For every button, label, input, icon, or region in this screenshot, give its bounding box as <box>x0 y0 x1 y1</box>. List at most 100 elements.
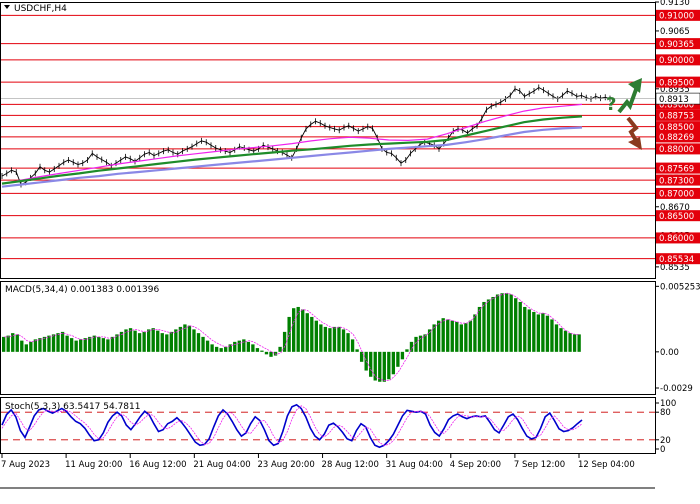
macd-histogram-bar <box>74 340 78 352</box>
macd-histogram-bar <box>527 309 531 352</box>
macd-histogram-bar <box>482 301 486 352</box>
macd-histogram-bar <box>418 335 423 352</box>
level-price-label: 0.85534 <box>659 255 694 265</box>
level-price-box <box>656 187 700 199</box>
level-price-label: 0.90000 <box>659 56 694 66</box>
macd-tick-label: 0.00 <box>660 348 679 358</box>
macd-histogram-bar <box>532 311 536 352</box>
macd-histogram-bar <box>160 333 164 352</box>
price-tick-label: 0.8935 <box>660 85 690 95</box>
stoch-title: Stoch(5,3,3) 63.5417 54.7811 <box>5 402 140 412</box>
level-price-label: 0.86000 <box>659 234 694 244</box>
macd-signal-line <box>4 292 580 381</box>
price-tick-label: 0.8670 <box>660 203 690 213</box>
macd-histogram-bar <box>6 335 10 352</box>
time-tick-label: 21 Aug 04:00 <box>193 460 250 470</box>
macd-histogram-bar <box>110 336 115 352</box>
macd-histogram-bar <box>572 334 577 352</box>
macd-histogram-bar <box>83 338 87 352</box>
time-tick-label: 28 Aug 12:00 <box>322 460 379 470</box>
macd-histogram-bar <box>486 299 491 352</box>
macd-histogram-bar <box>577 334 581 352</box>
price-series <box>1 84 611 188</box>
moving-average-line <box>1 103 583 185</box>
macd-histogram-bar <box>359 351 364 362</box>
macd-histogram-bar <box>142 331 146 352</box>
level-price-box <box>656 131 700 143</box>
macd-histogram-bar <box>278 346 282 352</box>
level-price-label: 0.91000 <box>659 12 694 22</box>
panel-frames <box>0 2 656 489</box>
level-price-label: 0.89500 <box>659 78 694 88</box>
macd-histogram-bar <box>255 348 260 352</box>
macd-histogram-bar <box>450 320 454 352</box>
panel-frame <box>0 397 656 454</box>
level-price-box <box>656 9 700 21</box>
macd-histogram-bar <box>495 294 500 352</box>
macd-histogram-bar <box>133 330 137 352</box>
main-chart-title: USDCHF,H4 <box>14 4 67 14</box>
macd-histogram-bar <box>468 320 473 352</box>
stoch-tick-label: 0 <box>660 445 665 455</box>
time-tick-label: 23 Aug 20:00 <box>257 460 314 470</box>
time-axis: 7 Aug 2023 11 Aug 20:00 16 Aug 12:00 21 Aug… <box>1 454 635 470</box>
level-price-label: 0.88000 <box>659 145 694 155</box>
macd-histogram-bar <box>563 330 568 352</box>
chart-menu-triangle-icon[interactable] <box>4 5 10 9</box>
level-price-box <box>656 143 700 155</box>
macd-histogram-bar <box>536 314 541 352</box>
macd-histogram-bar <box>51 334 56 352</box>
time-tick-label: 31 Aug 04:00 <box>386 460 443 470</box>
macd-histogram-bar <box>169 331 173 352</box>
current-price-label: 0.8913 <box>659 95 689 105</box>
macd-histogram-bar <box>396 351 400 367</box>
macd-histogram-bar <box>60 331 65 352</box>
macd-histogram-bar <box>387 351 391 380</box>
macd-histogram-bar <box>178 326 183 352</box>
macd-histogram-bar <box>373 351 377 381</box>
macd-histogram-bar <box>124 329 128 352</box>
macd-histogram-bar <box>509 294 513 352</box>
macd-histogram-bar <box>432 324 436 352</box>
panel-frame <box>0 281 656 395</box>
macd-histogram-bar <box>409 341 414 352</box>
macd-histogram-bar <box>550 319 554 352</box>
macd-histogram-bar <box>183 324 187 352</box>
macd-histogram-bar <box>174 329 178 352</box>
macd-histogram-bar <box>2 336 6 352</box>
macd-histogram-bar <box>269 351 273 357</box>
level-price-box <box>656 210 700 222</box>
macd-histogram-bar <box>554 324 559 352</box>
macd-histogram-bar <box>196 333 201 352</box>
macd-histogram-bar <box>237 340 241 352</box>
time-tick-label: 16 Aug 12:00 <box>129 460 186 470</box>
macd-histogram-bar <box>346 333 350 352</box>
macd-histogram-bar <box>11 333 15 352</box>
macd-histogram-bar <box>446 319 450 352</box>
macd-histogram-bar <box>33 339 38 352</box>
level-price-box <box>656 121 700 133</box>
level-price-label: 0.88753 <box>659 112 694 122</box>
current-price-box <box>655 92 700 105</box>
macd-histogram-bar <box>165 334 169 352</box>
macd-histogram-bar <box>459 324 463 352</box>
macd-histogram-bar <box>378 351 382 382</box>
macd-histogram-bar <box>364 351 368 371</box>
macd-histogram-bar <box>427 329 432 352</box>
macd-histogram-bar <box>69 338 74 352</box>
macd-histogram-bar <box>137 333 142 352</box>
macd-histogram-bar <box>314 320 318 352</box>
macd-histogram-bar <box>301 309 305 352</box>
macd-histogram-bar <box>156 330 160 352</box>
forecast-question-icon: ? <box>606 94 616 115</box>
macd-histogram-bar <box>147 329 151 352</box>
time-tick-label: 7 Aug 2023 <box>1 460 50 470</box>
macd-histogram-bar <box>328 328 332 352</box>
macd-histogram-bar <box>355 349 359 352</box>
price-tick-label: 0.9065 <box>660 27 690 37</box>
macd-panel: 0.005253 0.00 -0.0029 <box>2 282 700 394</box>
macd-histogram-bar <box>514 298 518 352</box>
